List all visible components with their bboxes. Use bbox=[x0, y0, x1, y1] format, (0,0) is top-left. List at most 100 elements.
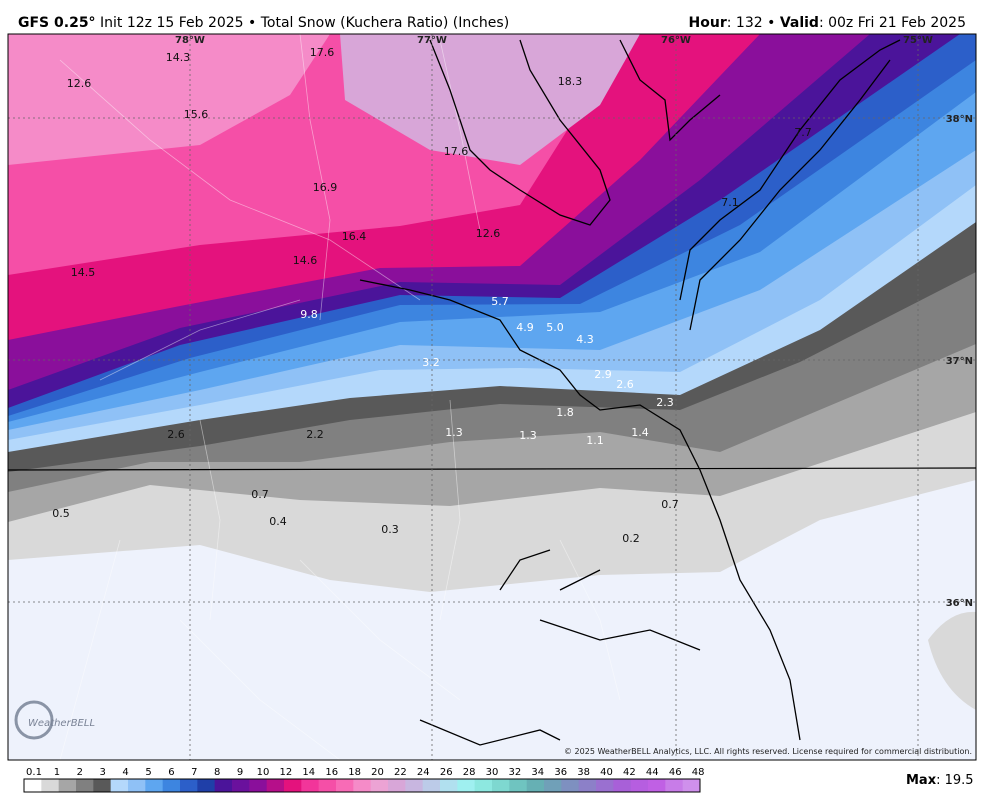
value-label: 7.1 bbox=[721, 196, 739, 209]
logo: WeatherBELL bbox=[14, 700, 95, 740]
colorbar-swatch bbox=[197, 779, 216, 792]
colorbar-swatch bbox=[284, 779, 302, 792]
value-label: 2.3 bbox=[656, 396, 674, 409]
colorbar-swatch bbox=[249, 779, 268, 792]
colorbar-label: 14 bbox=[302, 767, 315, 778]
colorbar-frame bbox=[23, 778, 701, 793]
colorbar-swatch bbox=[41, 779, 60, 792]
colorbar-label: 22 bbox=[394, 767, 407, 778]
logo-text: WeatherBELL bbox=[28, 718, 95, 729]
latitude-label: 37°N bbox=[946, 356, 973, 367]
colorbar-swatch bbox=[474, 779, 493, 792]
value-label: 9.8 bbox=[300, 308, 318, 321]
value-label: 0.7 bbox=[661, 498, 679, 511]
colorbar-swatch bbox=[561, 779, 580, 792]
colorbar-swatch bbox=[353, 779, 372, 792]
logo-swirl bbox=[14, 700, 54, 740]
value-label: 4.3 bbox=[576, 333, 594, 346]
value-label: 0.4 bbox=[269, 515, 287, 528]
snow-band bbox=[340, 34, 640, 165]
longitude-label: 78°W bbox=[175, 35, 205, 46]
colorbar-swatch bbox=[301, 779, 320, 792]
value-label: 1.3 bbox=[519, 429, 537, 442]
colorbar-swatch bbox=[648, 779, 666, 792]
colorbar-label: 34 bbox=[531, 767, 544, 778]
colorbar-label: 16 bbox=[325, 767, 338, 778]
value-label: 1.4 bbox=[631, 426, 649, 439]
colorbar-label: 7 bbox=[191, 767, 197, 778]
snow-bands bbox=[8, 34, 976, 592]
colorbar-label: 42 bbox=[623, 767, 636, 778]
colorbar-swatch bbox=[370, 779, 389, 792]
colorbar-label: 20 bbox=[371, 767, 384, 778]
colorbar-label: 30 bbox=[486, 767, 499, 778]
value-label: 5.0 bbox=[546, 321, 564, 334]
colorbar-swatch bbox=[440, 779, 458, 792]
colorbar-swatch bbox=[509, 779, 528, 792]
snow-band bbox=[8, 34, 976, 165]
value-label: 2.9 bbox=[594, 368, 612, 381]
colorbar-swatch bbox=[214, 779, 233, 792]
colorbar-swatch bbox=[336, 779, 354, 792]
colorbar-label: 3 bbox=[100, 767, 106, 778]
value-label: 5.7 bbox=[491, 295, 509, 308]
colorbar-label: 1 bbox=[54, 767, 60, 778]
colorbar-swatch bbox=[145, 779, 164, 792]
value-label: 14.6 bbox=[293, 254, 318, 267]
header-right: Hour: 132 • Valid: 00z Fri 21 Feb 2025 bbox=[689, 15, 966, 31]
colorbar-label: 10 bbox=[257, 767, 270, 778]
colorbar-label: 32 bbox=[509, 767, 522, 778]
value-label: 17.6 bbox=[444, 145, 469, 158]
value-label: 2.2 bbox=[306, 428, 324, 441]
colorbar-label: 12 bbox=[280, 767, 293, 778]
colorbar-swatch bbox=[24, 779, 42, 792]
value-label: 1.8 bbox=[556, 406, 574, 419]
colorbar-swatch bbox=[492, 779, 510, 792]
longitude-label: 76°W bbox=[661, 35, 691, 46]
colorbar-label: 38 bbox=[577, 767, 590, 778]
value-label: 16.9 bbox=[313, 181, 338, 194]
colorbar-label: 2 bbox=[77, 767, 83, 778]
value-label: 0.2 bbox=[622, 532, 640, 545]
copyright: © 2025 WeatherBELL Analytics, LLC. All r… bbox=[564, 747, 972, 756]
max-label: Max bbox=[906, 773, 937, 788]
colorbar-swatch bbox=[180, 779, 198, 792]
snow-band bbox=[928, 611, 976, 710]
header-left: GFS 0.25° Init 12z 15 Feb 2025 • Total S… bbox=[18, 15, 509, 31]
colorbar-label: 44 bbox=[646, 767, 659, 778]
colorbar-label: 6 bbox=[168, 767, 174, 778]
colorbar-swatch bbox=[318, 779, 337, 792]
value-label: 14.3 bbox=[166, 51, 191, 64]
colorbar-swatch bbox=[422, 779, 441, 792]
colorbar-swatch bbox=[93, 779, 112, 792]
colorbar-label: 28 bbox=[463, 767, 476, 778]
valid-text: : 00z Fri 21 Feb 2025 bbox=[819, 15, 966, 31]
county-lines bbox=[59, 34, 621, 760]
latitude-label: 38°N bbox=[946, 114, 973, 125]
colorbar-swatch bbox=[665, 779, 684, 792]
max-text: : 19.5 bbox=[936, 773, 973, 788]
value-label: 2.6 bbox=[167, 428, 185, 441]
hour-label: Hour bbox=[689, 15, 727, 31]
colorbar-label: 24 bbox=[417, 767, 430, 778]
colorbar-swatch bbox=[162, 779, 181, 792]
colorbar-label: 0.1 bbox=[26, 767, 42, 778]
colorbar-swatch bbox=[578, 779, 597, 792]
colorbar-swatch bbox=[682, 779, 701, 792]
colorbar-swatch bbox=[544, 779, 562, 792]
value-labels: 14.3 17.6 18.3 12.6 15.6 7.7 17.6 16.9 7.1 16.4 12… bbox=[52, 46, 812, 545]
colorbar-label: 18 bbox=[348, 767, 361, 778]
value-label: 14.5 bbox=[71, 266, 96, 279]
colorbar-label: 36 bbox=[554, 767, 567, 778]
colorbar-label: 46 bbox=[669, 767, 682, 778]
value-label: 15.6 bbox=[184, 108, 209, 121]
graticule bbox=[8, 34, 976, 760]
colorbar-label: 48 bbox=[692, 767, 705, 778]
value-label: 4.9 bbox=[516, 321, 534, 334]
longitude-label: 75°W bbox=[903, 35, 933, 46]
colorbar-swatch bbox=[630, 779, 649, 792]
value-label: 18.3 bbox=[558, 75, 583, 88]
value-label: 12.6 bbox=[67, 77, 92, 90]
value-label: 16.4 bbox=[342, 230, 367, 243]
